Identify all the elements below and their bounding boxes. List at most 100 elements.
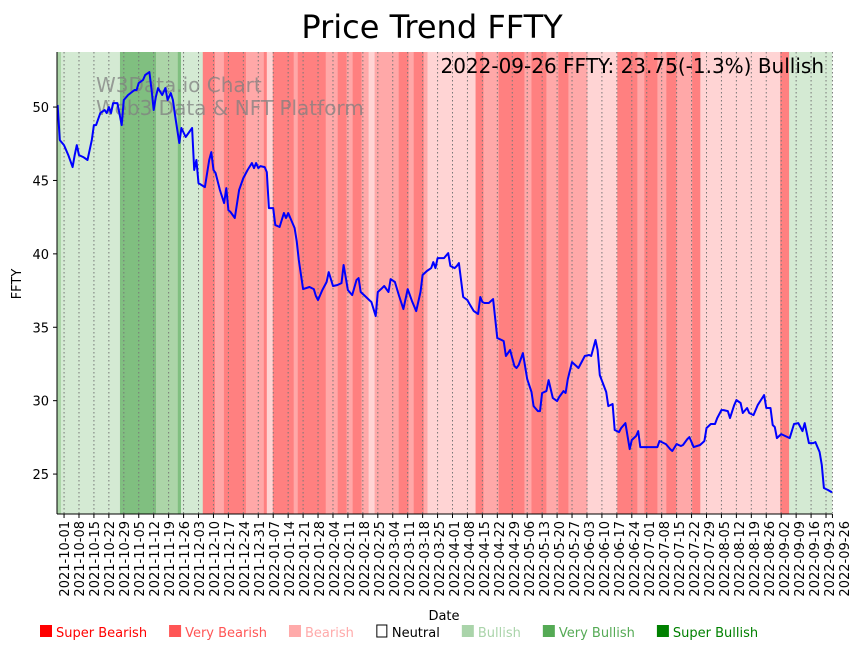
x-tick-label: 2021-10-01 <box>58 521 73 597</box>
x-tick-label: 2022-08-05 <box>718 521 733 597</box>
x-tick-label: 2022-04-01 <box>448 521 463 597</box>
x-tick-label: 2022-07-01 <box>643 521 658 597</box>
regime-band-super-bearish <box>413 52 424 514</box>
regime-band-super-bearish <box>498 52 525 514</box>
x-tick-label: 2022-09-26 <box>838 521 851 597</box>
legend-item: Bullish <box>461 625 521 641</box>
x-tick-label: 2022-02-04 <box>328 521 343 597</box>
x-tick-label: 2022-09-16 <box>808 521 823 597</box>
legend-label: Very Bearish <box>185 626 267 641</box>
regime-band-very-bullish <box>57 52 62 514</box>
x-tick-label: 2022-09-23 <box>823 521 838 597</box>
y-axis-ticks: 25 30 35 40 45 50 <box>32 101 57 483</box>
x-tick-label: 2022-06-24 <box>628 521 643 597</box>
y-tick-label: 30 <box>32 395 49 410</box>
x-tick-label: 2022-08-19 <box>748 521 763 597</box>
x-tick-label: 2022-02-11 <box>343 521 358 597</box>
x-tick-label: 2022-05-06 <box>523 521 538 597</box>
x-tick-label: 2022-03-04 <box>388 521 403 597</box>
regime-band-very-bearish <box>423 52 428 514</box>
legend-item: Bearish <box>288 625 354 641</box>
x-tick-label: 2022-02-18 <box>358 521 373 597</box>
legend-item: Super Bearish <box>40 625 147 641</box>
x-tick-label: 2022-01-28 <box>313 521 328 597</box>
regime-band-very-bearish <box>546 52 559 514</box>
x-tick-label: 2021-11-26 <box>178 521 193 597</box>
regime-band-super-bullish <box>177 52 182 514</box>
regime-band-very-bullish <box>156 52 179 514</box>
latest-price-annotation: 2022-09-26 FFTY: 23.75(-1.3%) Bullish <box>440 54 824 78</box>
x-tick-label: 2022-03-18 <box>418 521 433 597</box>
regime-band-super-bearish <box>780 52 790 514</box>
legend-label: Very Bullish <box>559 626 635 641</box>
x-tick-label: 2021-10-08 <box>73 521 88 597</box>
regime-band-very-bearish <box>361 52 369 514</box>
y-tick-label: 35 <box>32 321 49 336</box>
x-tick-label: 2022-05-27 <box>568 521 583 597</box>
x-tick-label: 2021-11-19 <box>163 521 178 597</box>
regime-band-very-bearish <box>637 52 645 514</box>
x-tick-label: 2022-05-20 <box>553 521 568 597</box>
regime-bands <box>57 52 833 514</box>
legend-item: Neutral <box>376 624 440 641</box>
regime-band-bearish <box>700 52 781 514</box>
x-tick-label: 2022-03-25 <box>433 521 448 597</box>
watermark-line-1: W3Data.io Chart <box>96 73 262 97</box>
regime-band-very-bearish <box>568 52 588 514</box>
x-tick-label: 2022-07-29 <box>703 521 718 597</box>
x-tick-label: 2022-06-03 <box>583 521 598 597</box>
regime-band-very-bearish <box>214 52 225 514</box>
x-tick-label: 2022-01-07 <box>268 521 283 597</box>
regime-band-super-bearish <box>352 52 362 514</box>
regime-band-super-bearish <box>202 52 216 514</box>
regime-band-very-bearish <box>524 52 532 514</box>
legend-item: Very Bearish <box>169 625 267 641</box>
y-axis-label: FFTY <box>10 269 25 300</box>
y-tick-label: 25 <box>32 468 49 483</box>
x-tick-label: 2021-12-24 <box>238 521 253 597</box>
x-tick-label: 2022-07-22 <box>688 521 703 597</box>
x-tick-label: 2022-08-12 <box>733 521 748 597</box>
x-tick-label: 2022-06-10 <box>598 521 613 597</box>
legend: Super Bearish Very Bearish Bearish Neutral B… <box>40 624 758 641</box>
x-tick-label: 2021-12-31 <box>253 521 268 597</box>
x-axis-label: Date <box>428 609 459 624</box>
legend-swatch <box>40 625 52 637</box>
watermark-line-2: Web3 Data & NFT Platform <box>96 96 364 120</box>
regime-band-super-bearish <box>617 52 638 514</box>
chart-title: Price Trend FFTY <box>301 8 563 46</box>
legend-label: Super Bullish <box>673 626 758 641</box>
regime-band-very-bearish <box>346 52 353 514</box>
regime-band-super-bearish <box>558 52 569 514</box>
legend-label: Super Bearish <box>56 626 147 641</box>
regime-band-bullish <box>181 52 204 514</box>
regime-band-super-bearish <box>223 52 247 514</box>
x-tick-label: 2022-07-15 <box>673 521 688 597</box>
x-tick-label: 2022-08-26 <box>763 521 778 597</box>
x-tick-label: 2022-04-15 <box>478 521 493 597</box>
regime-band-very-bearish <box>483 52 499 514</box>
legend-swatch <box>542 625 555 637</box>
vertical-gridlines <box>63 52 833 514</box>
x-tick-label: 2022-06-17 <box>613 521 628 597</box>
legend-item: Very Bullish <box>542 625 635 641</box>
price-line <box>56 71 833 494</box>
x-tick-label: 2021-10-29 <box>118 521 133 597</box>
y-tick-label: 50 <box>32 101 49 116</box>
x-tick-label: 2021-10-15 <box>88 521 103 597</box>
y-tick-label: 40 <box>32 248 49 263</box>
x-tick-label: 2022-04-22 <box>493 521 508 597</box>
regime-band-very-bearish <box>245 52 265 514</box>
regime-band-super-bearish <box>272 52 295 514</box>
x-tick-label: 2022-09-02 <box>778 521 793 597</box>
x-tick-label: 2022-02-25 <box>373 521 388 597</box>
regime-band-bearish <box>427 52 476 514</box>
x-tick-label: 2021-11-05 <box>133 521 148 597</box>
legend-swatch <box>656 625 669 637</box>
legend-swatch <box>376 624 388 638</box>
x-tick-label: 2022-07-08 <box>658 521 673 597</box>
x-tick-label: 2022-03-11 <box>403 521 418 597</box>
legend-label: Neutral <box>392 626 440 641</box>
regime-band-super-bullish <box>119 52 157 514</box>
